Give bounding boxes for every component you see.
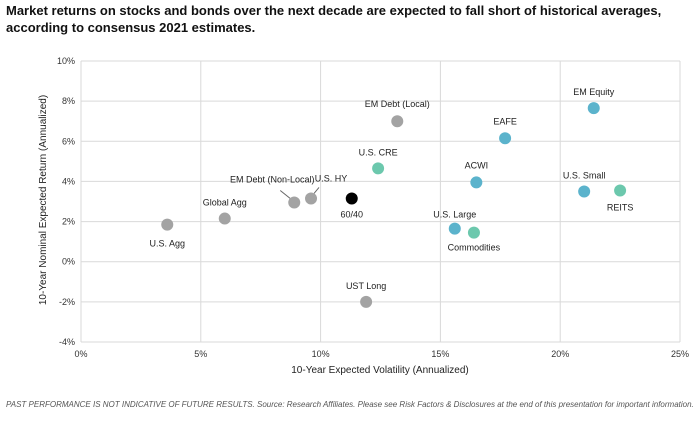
data-point bbox=[288, 196, 301, 209]
point-label: Global Agg bbox=[203, 198, 247, 208]
data-point bbox=[448, 222, 461, 235]
point-label: EAFE bbox=[493, 116, 517, 126]
data-point bbox=[345, 192, 358, 205]
data-point bbox=[391, 115, 404, 128]
point-label: U.S. HY bbox=[315, 173, 348, 183]
point-label: REITS bbox=[607, 202, 634, 212]
point-label: EM Debt (Local) bbox=[365, 99, 430, 109]
leader-line bbox=[279, 190, 291, 199]
leader-line bbox=[313, 187, 320, 194]
y-tick-label: 6% bbox=[62, 136, 75, 146]
point-label: U.S. CRE bbox=[359, 147, 398, 157]
y-tick-label: 0% bbox=[62, 257, 75, 267]
data-point bbox=[578, 185, 591, 198]
data-point bbox=[467, 226, 480, 239]
point-label: 60/40 bbox=[340, 209, 363, 219]
data-point bbox=[587, 102, 600, 115]
leader-lines bbox=[279, 187, 320, 199]
grid-lines bbox=[80, 60, 681, 343]
data-point bbox=[305, 192, 318, 205]
y-axis-label: 10-Year Nominal Expected Return (Annuali… bbox=[38, 95, 49, 305]
point-label: EM Equity bbox=[573, 87, 615, 97]
x-axis-label: 10-Year Expected Volatility (Annualized) bbox=[291, 365, 469, 376]
x-tick-label: 5% bbox=[194, 349, 207, 359]
data-point bbox=[470, 176, 483, 189]
data-point bbox=[372, 162, 385, 175]
data-point bbox=[360, 295, 373, 308]
x-tick-label: 10% bbox=[312, 349, 330, 359]
point-label: U.S. Agg bbox=[149, 239, 185, 249]
y-tick-label: -4% bbox=[59, 337, 75, 347]
y-tick-label: 2% bbox=[62, 217, 75, 227]
point-label: EM Debt (Non-Local) bbox=[230, 175, 315, 185]
x-tick-label: 20% bbox=[551, 349, 569, 359]
point-label: U.S. Large bbox=[433, 210, 476, 220]
x-tick-label: 15% bbox=[431, 349, 449, 359]
y-tick-label: 10% bbox=[57, 56, 75, 66]
data-point bbox=[161, 218, 174, 231]
axis-ticks: -4% -2% 0% 2% 4% 6% 8% 10% 0% 5% 10% 15% 20% 25% bbox=[57, 56, 689, 359]
x-tick-label: 25% bbox=[671, 349, 689, 359]
data-point bbox=[614, 184, 627, 197]
point-label: Commodities bbox=[448, 243, 501, 253]
data-points bbox=[161, 102, 627, 308]
data-point bbox=[218, 212, 231, 225]
point-label: ACWI bbox=[465, 160, 489, 170]
x-tick-label: 0% bbox=[74, 349, 87, 359]
y-tick-label: 8% bbox=[62, 96, 75, 106]
point-label: U.S. Small bbox=[563, 170, 606, 180]
point-label: UST Long bbox=[346, 281, 386, 291]
y-tick-label: -2% bbox=[59, 297, 75, 307]
footnote: PAST PERFORMANCE IS NOT INDICATIVE OF FU… bbox=[6, 400, 694, 409]
chart-title: Market returns on stocks and bonds over … bbox=[6, 3, 662, 35]
data-point bbox=[499, 132, 512, 145]
y-tick-label: 4% bbox=[62, 176, 75, 186]
